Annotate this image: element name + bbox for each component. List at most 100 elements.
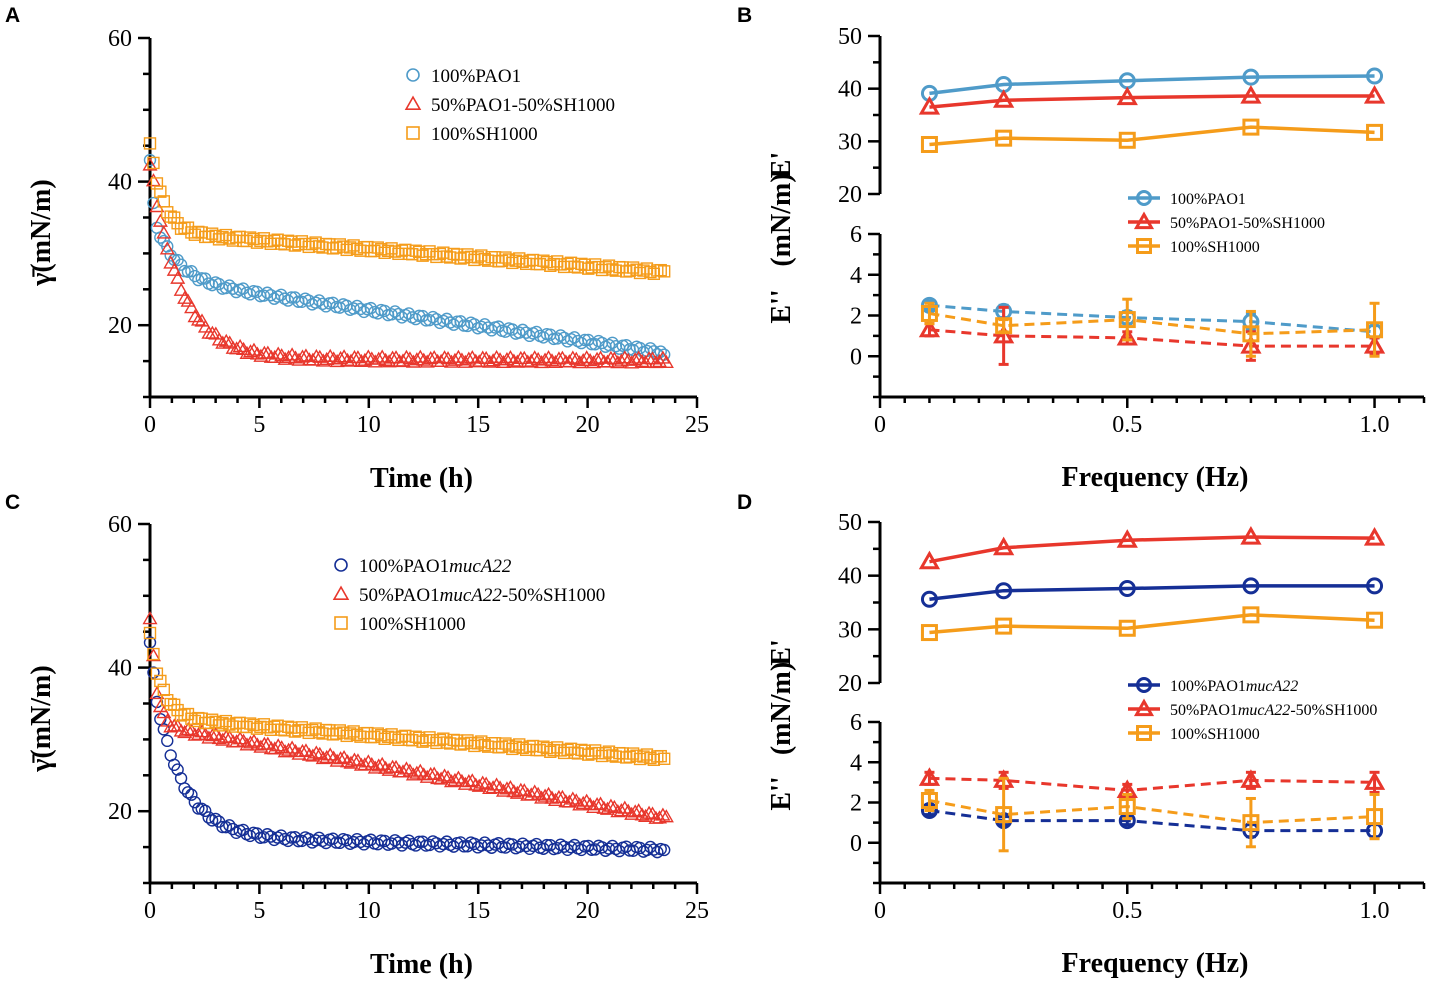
series-2 — [920, 118, 1384, 358]
series-1 — [918, 525, 1386, 798]
data-point — [333, 350, 349, 365]
data-point — [164, 210, 177, 223]
data-point — [579, 350, 595, 364]
data-point — [620, 751, 633, 764]
data-point — [274, 723, 288, 736]
series-0 — [143, 153, 671, 361]
storage-point — [1242, 606, 1260, 624]
legend-label: 100%PAO1mucA22 — [359, 556, 512, 577]
y-axis-title-unit: (mN/m) — [766, 662, 797, 755]
data-point — [211, 332, 227, 346]
legend-label: 50%PAO1mucA22-50%SH1000 — [359, 585, 605, 606]
legend: 100%PAO1mucA22 50%PAO1mucA22-50%SH1000 100… — [332, 556, 605, 635]
series-2 — [143, 626, 671, 767]
y-tick-label: 30 — [838, 617, 862, 643]
y-tick-label: 60 — [108, 512, 132, 538]
data-point — [440, 351, 456, 365]
data-point — [180, 721, 196, 736]
x-axis-title: Frequency (Hz) — [1062, 462, 1249, 493]
data-point — [447, 247, 460, 261]
data-point — [402, 351, 418, 365]
data-point — [232, 731, 248, 745]
data-point — [333, 751, 349, 765]
data-point — [281, 742, 297, 756]
y-tick-label: 20 — [108, 313, 132, 339]
data-point — [654, 263, 667, 277]
data-point — [284, 740, 300, 754]
data-point — [180, 293, 196, 307]
legend-marker — [1136, 725, 1152, 741]
data-point — [299, 237, 312, 251]
storage-point — [1116, 86, 1138, 106]
x-tick-label: 15 — [466, 412, 490, 438]
data-point — [527, 350, 543, 364]
panel-A: A 20 40 60 0 5 10 15 20 25 Time (h) γ̄(mN/m) 100%PAO… — [5, 4, 709, 494]
data-point — [381, 762, 397, 776]
data-point — [592, 746, 605, 760]
data-point — [346, 752, 362, 766]
loss-point — [1363, 771, 1386, 790]
y-tick-label: 20 — [838, 671, 862, 697]
data-point — [236, 720, 250, 734]
data-point — [419, 354, 435, 368]
data-point — [274, 237, 288, 250]
x-axis-title: Frequency (Hz) — [1062, 948, 1249, 979]
data-point — [402, 247, 416, 261]
data-point — [450, 315, 464, 328]
storage-point — [920, 135, 938, 153]
data-point — [202, 811, 215, 824]
storage-point — [920, 590, 938, 608]
data-point — [218, 333, 234, 347]
data-point — [239, 345, 255, 360]
legend-marker — [332, 585, 350, 600]
data-point — [326, 750, 342, 764]
legend-marker — [406, 126, 420, 140]
data-point — [187, 727, 203, 741]
y-tick-label: 6 — [850, 222, 862, 248]
data-point — [482, 354, 498, 368]
data-point — [223, 819, 236, 832]
data-point — [232, 338, 248, 353]
data-point — [568, 260, 581, 273]
data-point — [634, 354, 650, 368]
data-point — [367, 760, 383, 774]
data-point — [571, 261, 585, 274]
data-point — [499, 351, 515, 366]
data-point — [464, 250, 478, 264]
data-point — [190, 312, 207, 326]
x-tick-label: 0 — [144, 412, 156, 438]
y-tick-label: 2 — [850, 304, 862, 330]
data-point — [315, 353, 331, 367]
data-point — [592, 260, 605, 274]
data-point — [537, 788, 553, 802]
data-point — [537, 352, 553, 366]
data-point — [616, 261, 629, 274]
legend-label: 100%PAO1 — [431, 66, 521, 87]
legend-label: 50%PAO1-50%SH1000 — [1170, 215, 1325, 232]
data-point — [568, 351, 584, 365]
data-point — [526, 253, 540, 267]
storage-point — [918, 550, 941, 570]
data-point — [450, 248, 464, 261]
data-point — [150, 177, 164, 190]
data-point — [147, 647, 160, 661]
legend-marker — [1136, 190, 1152, 206]
data-point — [281, 294, 295, 307]
data-point — [657, 843, 671, 857]
data-point — [243, 829, 257, 843]
data-point — [142, 611, 158, 625]
data-point — [154, 185, 167, 198]
data-point — [360, 349, 376, 363]
data-point — [402, 733, 416, 747]
data-point — [398, 761, 414, 775]
data-point — [547, 354, 564, 369]
data-point — [638, 354, 654, 369]
data-point — [194, 724, 210, 738]
y-tick-label: 2 — [850, 791, 862, 817]
data-point — [156, 705, 172, 719]
data-point — [143, 153, 157, 167]
data-point — [482, 780, 498, 795]
data-point — [364, 730, 378, 744]
data-point — [285, 721, 298, 734]
data-point — [291, 746, 307, 760]
